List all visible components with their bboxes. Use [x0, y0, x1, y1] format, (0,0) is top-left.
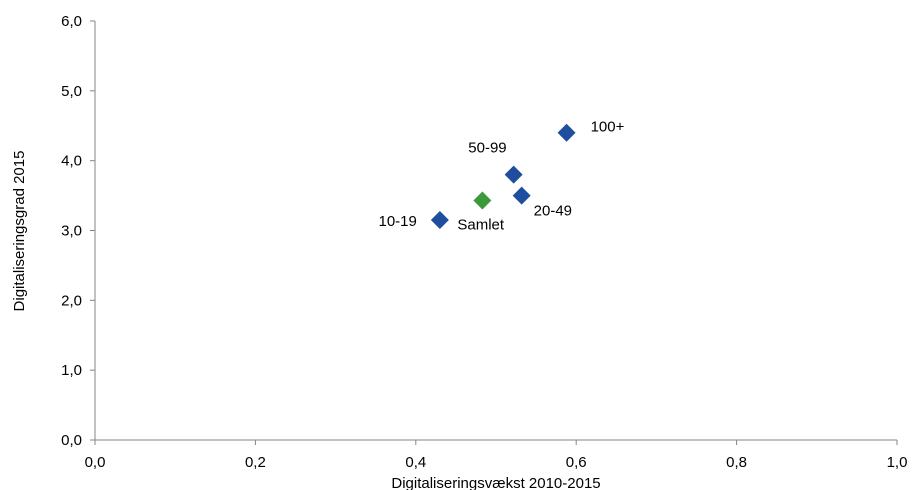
data-point-marker	[473, 191, 492, 210]
x-tick-label: 0,2	[245, 454, 266, 471]
x-tick-label: 0,4	[405, 454, 426, 471]
x-tick-label: 0,6	[566, 454, 587, 471]
data-point-label: 10-19	[378, 213, 416, 230]
y-tick-label: 3,0	[61, 223, 82, 240]
x-tick-label: 1,0	[887, 454, 908, 471]
x-tick-label: 0,0	[85, 454, 106, 471]
x-axis-ticks: 0,0 0,2 0,4 0,6 0,8 1,0	[85, 440, 908, 471]
data-point-marker	[430, 211, 449, 230]
x-tick-label: 0,8	[726, 454, 747, 471]
y-tick-label: 4,0	[61, 153, 82, 170]
x-axis-title: Digitaliseringsvækst 2010-2015	[391, 475, 600, 490]
y-tick-label: 0,0	[61, 432, 82, 449]
data-point-marker	[512, 186, 531, 205]
data-point-label: 50-99	[468, 140, 506, 157]
y-tick-label: 1,0	[61, 362, 82, 379]
data-point-label: 20-49	[534, 203, 572, 220]
y-axis-title: Digitaliseringsgrad 2015	[11, 151, 28, 312]
y-tick-label: 5,0	[61, 83, 82, 100]
data-point-marker	[504, 165, 523, 184]
data-point-label: 100+	[591, 119, 625, 136]
y-tick-label: 2,0	[61, 292, 82, 309]
data-points: 10-19 20-49 50-99 100+ Samlet	[378, 119, 624, 234]
y-axis-ticks: 0,0 1,0 2,0 3,0 4,0 5,0 6,0	[61, 13, 95, 449]
data-point-label: Samlet	[457, 216, 505, 233]
y-tick-label: 6,0	[61, 13, 82, 30]
data-point-marker	[557, 123, 576, 142]
